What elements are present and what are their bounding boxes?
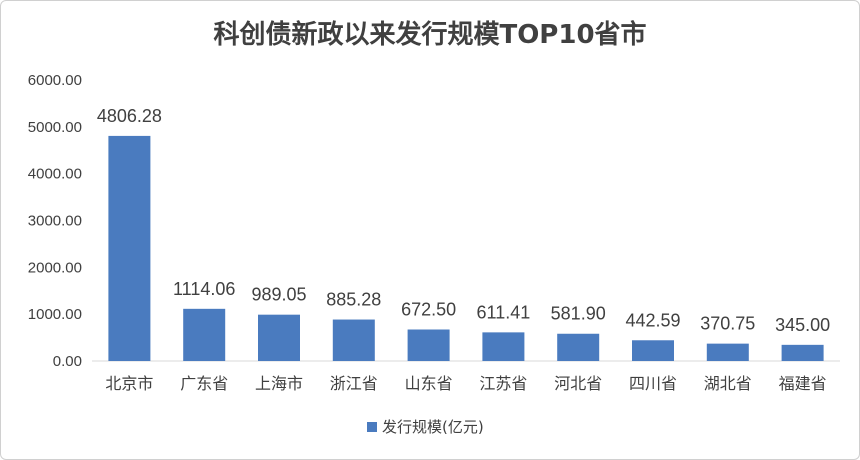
category-label: 上海市 bbox=[255, 374, 303, 393]
data-label: 672.50 bbox=[401, 300, 456, 320]
y-tick-label: 0.00 bbox=[53, 353, 82, 370]
data-label: 885.28 bbox=[326, 290, 381, 310]
bar bbox=[557, 333, 600, 361]
category-labels: 北京市 广东省 上海市 浙江省 山东省 江苏省 河北省 四川省 湖北省 福建省 bbox=[105, 374, 826, 393]
chart-title: 科创债新政以来发行规模TOP10省市 bbox=[213, 20, 647, 50]
data-label: 442.59 bbox=[625, 310, 680, 330]
y-tick-label: 6000.00 bbox=[28, 72, 82, 89]
category-label: 山东省 bbox=[405, 374, 453, 393]
bar bbox=[258, 314, 300, 361]
bar bbox=[482, 332, 525, 361]
bar bbox=[183, 308, 226, 361]
category-label: 北京市 bbox=[105, 374, 153, 393]
y-tick-label: 2000.00 bbox=[28, 259, 82, 276]
category-label: 四川省 bbox=[629, 374, 677, 393]
bar bbox=[632, 340, 674, 361]
y-tick-label: 5000.00 bbox=[28, 119, 82, 136]
category-label: 福建省 bbox=[779, 374, 827, 393]
data-label: 4806.28 bbox=[97, 106, 162, 126]
category-label: 江苏省 bbox=[479, 374, 527, 393]
category-label: 浙江省 bbox=[330, 374, 378, 393]
data-label: 370.75 bbox=[700, 314, 755, 334]
bar bbox=[706, 343, 749, 361]
bar bbox=[781, 344, 824, 361]
bar bbox=[108, 135, 151, 361]
y-tick-label: 4000.00 bbox=[28, 166, 82, 183]
data-labels: 4806.28 1114.06 989.05 885.28 672.50 611.41 58… bbox=[97, 106, 830, 335]
bars bbox=[108, 135, 824, 361]
category-label: 广东省 bbox=[180, 374, 228, 393]
legend: 发行规模(亿元) bbox=[367, 418, 484, 436]
y-axis-ticks: 0.00 1000.00 2000.00 3000.00 4000.00 5000.00 6… bbox=[28, 72, 82, 370]
data-label: 581.90 bbox=[551, 304, 606, 324]
data-label: 345.00 bbox=[775, 315, 830, 335]
legend-label: 发行规模(亿元) bbox=[382, 418, 484, 436]
legend-swatch bbox=[367, 422, 377, 432]
data-label: 1114.06 bbox=[173, 279, 235, 299]
data-label: 611.41 bbox=[477, 302, 531, 322]
category-label: 河北省 bbox=[554, 374, 602, 393]
data-label: 989.05 bbox=[251, 285, 306, 305]
bar bbox=[407, 329, 450, 361]
y-tick-label: 3000.00 bbox=[28, 213, 82, 230]
y-tick-label: 1000.00 bbox=[28, 306, 82, 323]
bar bbox=[332, 319, 375, 361]
category-label: 湖北省 bbox=[704, 374, 752, 393]
